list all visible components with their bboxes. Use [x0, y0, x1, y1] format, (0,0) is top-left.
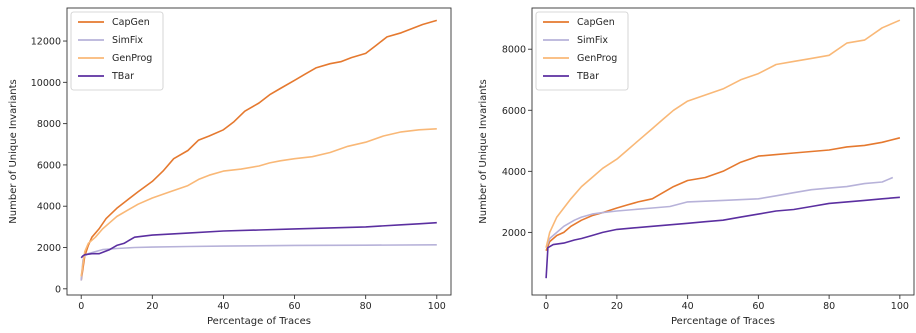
plot-frame — [531, 7, 915, 296]
series-line-tbar — [80, 221, 437, 259]
legend-box — [535, 11, 629, 91]
y-tick-label: 6000 — [37, 160, 61, 171]
legend-label-capgen: CapGen — [577, 17, 615, 28]
y-axis-label: Number of Unique Invariants — [478, 79, 489, 223]
legend-label-genprog: GenProg — [112, 53, 152, 64]
legend-label-capgen: CapGen — [112, 17, 150, 28]
y-tick-label: 12000 — [31, 37, 61, 48]
series-line-capgen — [545, 137, 901, 251]
legend-label-simfix: SimFix — [577, 35, 608, 46]
plot-frame — [66, 7, 452, 296]
x-tick-label: 20 — [611, 301, 623, 312]
series-line-genprog — [80, 128, 437, 277]
y-tick-label: 4000 — [502, 167, 526, 178]
legend-label-tbar: TBar — [111, 71, 134, 82]
y-axis-label: Number of Unique Invariants — [8, 79, 19, 223]
x-axis-label: Percentage of Traces — [207, 316, 311, 327]
x-tick-label: 100 — [428, 301, 446, 312]
legend-box — [70, 11, 164, 91]
x-tick-label: 80 — [360, 301, 372, 312]
legend-label-genprog: GenProg — [577, 53, 617, 64]
series-line-simfix — [80, 244, 437, 281]
x-tick-label: 0 — [78, 301, 84, 312]
series-line-tbar — [545, 196, 900, 279]
y-tick-label: 2000 — [37, 243, 61, 254]
y-tick-label: 10000 — [31, 78, 61, 89]
chart-left: 0 20 40 60 80 100 0 2000 4000 6000 8000 10000 12000 P… — [8, 7, 452, 327]
x-axis-label: Percentage of Traces — [671, 316, 775, 327]
chart-right: 0 20 40 60 80 100 2000 4000 6000 8000 Percentage o… — [478, 7, 915, 327]
y-tick-label: 8000 — [37, 119, 61, 130]
x-tick-label: 100 — [891, 301, 909, 312]
legend-label-simfix: SimFix — [112, 35, 143, 46]
x-tick-label: 40 — [217, 301, 229, 312]
x-tick-label: 60 — [289, 301, 301, 312]
series-line-genprog — [545, 19, 901, 248]
x-tick-label: 80 — [823, 301, 835, 312]
y-tick-label: 0 — [55, 284, 61, 295]
y-tick-label: 2000 — [502, 228, 526, 239]
y-tick-label: 6000 — [502, 106, 526, 117]
series-line-simfix — [545, 176, 894, 248]
series-line-capgen — [80, 19, 438, 281]
y-tick-label: 4000 — [37, 202, 61, 213]
x-tick-label: 0 — [543, 301, 549, 312]
x-tick-label: 40 — [682, 301, 694, 312]
legend-label-tbar: TBar — [576, 71, 599, 82]
x-tick-label: 60 — [752, 301, 764, 312]
x-tick-label: 20 — [146, 301, 158, 312]
y-tick-label: 8000 — [502, 45, 526, 56]
